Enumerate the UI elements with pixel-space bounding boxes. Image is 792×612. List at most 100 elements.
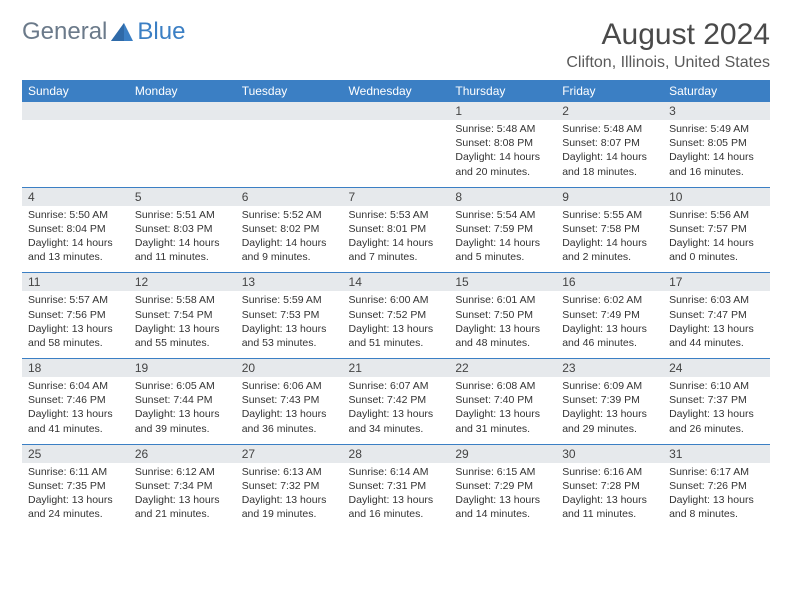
sunrise-line: Sunrise: 6:06 AM <box>242 379 337 393</box>
date-detail <box>22 120 129 187</box>
date-number: 20 <box>236 359 343 377</box>
sunset-line: Sunset: 7:39 PM <box>562 393 657 407</box>
date-detail: Sunrise: 5:57 AMSunset: 7:56 PMDaylight:… <box>22 291 129 358</box>
location: Clifton, Illinois, United States <box>566 54 770 72</box>
date-detail: Sunrise: 5:55 AMSunset: 7:58 PMDaylight:… <box>556 206 663 273</box>
sunset-line: Sunset: 7:40 PM <box>455 393 550 407</box>
sunrise-line: Sunrise: 6:03 AM <box>669 293 764 307</box>
date-number: 22 <box>449 359 556 377</box>
date-detail-row: Sunrise: 5:50 AMSunset: 8:04 PMDaylight:… <box>22 206 770 273</box>
daylight-line: Daylight: 13 hours and 36 minutes. <box>242 407 337 435</box>
date-number <box>343 102 450 120</box>
daylight-line: Daylight: 13 hours and 58 minutes. <box>28 322 123 350</box>
sunset-line: Sunset: 8:01 PM <box>349 222 444 236</box>
daylight-line: Daylight: 13 hours and 46 minutes. <box>562 322 657 350</box>
date-number: 17 <box>663 273 770 291</box>
date-number: 28 <box>343 445 450 463</box>
date-detail: Sunrise: 6:12 AMSunset: 7:34 PMDaylight:… <box>129 463 236 530</box>
date-detail: Sunrise: 6:04 AMSunset: 7:46 PMDaylight:… <box>22 377 129 444</box>
date-detail <box>129 120 236 187</box>
date-detail: Sunrise: 5:48 AMSunset: 8:08 PMDaylight:… <box>449 120 556 187</box>
logo-word1: General <box>22 18 107 46</box>
date-number: 7 <box>343 188 450 206</box>
sunrise-line: Sunrise: 6:08 AM <box>455 379 550 393</box>
date-detail-row: Sunrise: 5:57 AMSunset: 7:56 PMDaylight:… <box>22 291 770 358</box>
date-detail: Sunrise: 5:48 AMSunset: 8:07 PMDaylight:… <box>556 120 663 187</box>
daylight-line: Daylight: 13 hours and 11 minutes. <box>562 493 657 521</box>
date-number: 9 <box>556 188 663 206</box>
title-block: August 2024 Clifton, Illinois, United St… <box>566 18 770 72</box>
date-number: 3 <box>663 102 770 120</box>
sunset-line: Sunset: 7:57 PM <box>669 222 764 236</box>
daylight-line: Daylight: 13 hours and 24 minutes. <box>28 493 123 521</box>
daylight-line: Daylight: 14 hours and 20 minutes. <box>455 150 550 178</box>
sunrise-line: Sunrise: 6:15 AM <box>455 465 550 479</box>
date-detail: Sunrise: 5:53 AMSunset: 8:01 PMDaylight:… <box>343 206 450 273</box>
date-number-row: 123 <box>22 102 770 120</box>
date-number <box>129 102 236 120</box>
date-number: 31 <box>663 445 770 463</box>
date-detail: Sunrise: 5:59 AMSunset: 7:53 PMDaylight:… <box>236 291 343 358</box>
date-detail: Sunrise: 5:54 AMSunset: 7:59 PMDaylight:… <box>449 206 556 273</box>
sunset-line: Sunset: 7:28 PM <box>562 479 657 493</box>
daylight-line: Daylight: 13 hours and 26 minutes. <box>669 407 764 435</box>
sunset-line: Sunset: 7:59 PM <box>455 222 550 236</box>
sunrise-line: Sunrise: 6:07 AM <box>349 379 444 393</box>
date-number: 6 <box>236 188 343 206</box>
sunrise-line: Sunrise: 5:48 AM <box>562 122 657 136</box>
sunset-line: Sunset: 7:26 PM <box>669 479 764 493</box>
daylight-line: Daylight: 14 hours and 0 minutes. <box>669 236 764 264</box>
sunset-line: Sunset: 7:44 PM <box>135 393 230 407</box>
sunrise-line: Sunrise: 6:11 AM <box>28 465 123 479</box>
date-detail: Sunrise: 6:06 AMSunset: 7:43 PMDaylight:… <box>236 377 343 444</box>
date-number: 8 <box>449 188 556 206</box>
daylight-line: Daylight: 13 hours and 16 minutes. <box>349 493 444 521</box>
header: General Blue August 2024 Clifton, Illino… <box>22 18 770 72</box>
date-number <box>236 102 343 120</box>
date-detail: Sunrise: 5:49 AMSunset: 8:05 PMDaylight:… <box>663 120 770 187</box>
date-detail: Sunrise: 6:10 AMSunset: 7:37 PMDaylight:… <box>663 377 770 444</box>
sunset-line: Sunset: 7:46 PM <box>28 393 123 407</box>
sunrise-line: Sunrise: 5:54 AM <box>455 208 550 222</box>
daylight-line: Daylight: 14 hours and 9 minutes. <box>242 236 337 264</box>
sunset-line: Sunset: 7:47 PM <box>669 308 764 322</box>
daylight-line: Daylight: 13 hours and 48 minutes. <box>455 322 550 350</box>
daylight-line: Daylight: 13 hours and 39 minutes. <box>135 407 230 435</box>
date-detail: Sunrise: 6:08 AMSunset: 7:40 PMDaylight:… <box>449 377 556 444</box>
logo: General Blue <box>22 18 185 46</box>
sunrise-line: Sunrise: 6:16 AM <box>562 465 657 479</box>
sunrise-line: Sunrise: 5:57 AM <box>28 293 123 307</box>
sunrise-line: Sunrise: 5:55 AM <box>562 208 657 222</box>
date-number-row: 45678910 <box>22 188 770 206</box>
date-number: 19 <box>129 359 236 377</box>
sunset-line: Sunset: 8:07 PM <box>562 136 657 150</box>
date-number: 11 <box>22 273 129 291</box>
date-number: 25 <box>22 445 129 463</box>
date-number: 23 <box>556 359 663 377</box>
daylight-line: Daylight: 13 hours and 31 minutes. <box>455 407 550 435</box>
page-title: August 2024 <box>566 18 770 52</box>
sunrise-line: Sunrise: 6:13 AM <box>242 465 337 479</box>
day-header: Thursday <box>449 80 556 102</box>
daylight-line: Daylight: 13 hours and 44 minutes. <box>669 322 764 350</box>
sunset-line: Sunset: 7:49 PM <box>562 308 657 322</box>
daylight-line: Daylight: 13 hours and 41 minutes. <box>28 407 123 435</box>
date-detail: Sunrise: 6:16 AMSunset: 7:28 PMDaylight:… <box>556 463 663 530</box>
sunset-line: Sunset: 7:31 PM <box>349 479 444 493</box>
daylight-line: Daylight: 13 hours and 53 minutes. <box>242 322 337 350</box>
sunset-line: Sunset: 7:32 PM <box>242 479 337 493</box>
date-detail: Sunrise: 6:13 AMSunset: 7:32 PMDaylight:… <box>236 463 343 530</box>
sunrise-line: Sunrise: 6:04 AM <box>28 379 123 393</box>
date-detail-row: Sunrise: 6:04 AMSunset: 7:46 PMDaylight:… <box>22 377 770 444</box>
sunrise-line: Sunrise: 6:05 AM <box>135 379 230 393</box>
daylight-line: Daylight: 14 hours and 7 minutes. <box>349 236 444 264</box>
date-detail: Sunrise: 5:50 AMSunset: 8:04 PMDaylight:… <box>22 206 129 273</box>
date-detail: Sunrise: 6:11 AMSunset: 7:35 PMDaylight:… <box>22 463 129 530</box>
date-detail <box>343 120 450 187</box>
sunrise-line: Sunrise: 5:48 AM <box>455 122 550 136</box>
day-header: Wednesday <box>343 80 450 102</box>
date-detail: Sunrise: 6:14 AMSunset: 7:31 PMDaylight:… <box>343 463 450 530</box>
sunset-line: Sunset: 7:52 PM <box>349 308 444 322</box>
daylight-line: Daylight: 13 hours and 34 minutes. <box>349 407 444 435</box>
daylight-line: Daylight: 13 hours and 19 minutes. <box>242 493 337 521</box>
